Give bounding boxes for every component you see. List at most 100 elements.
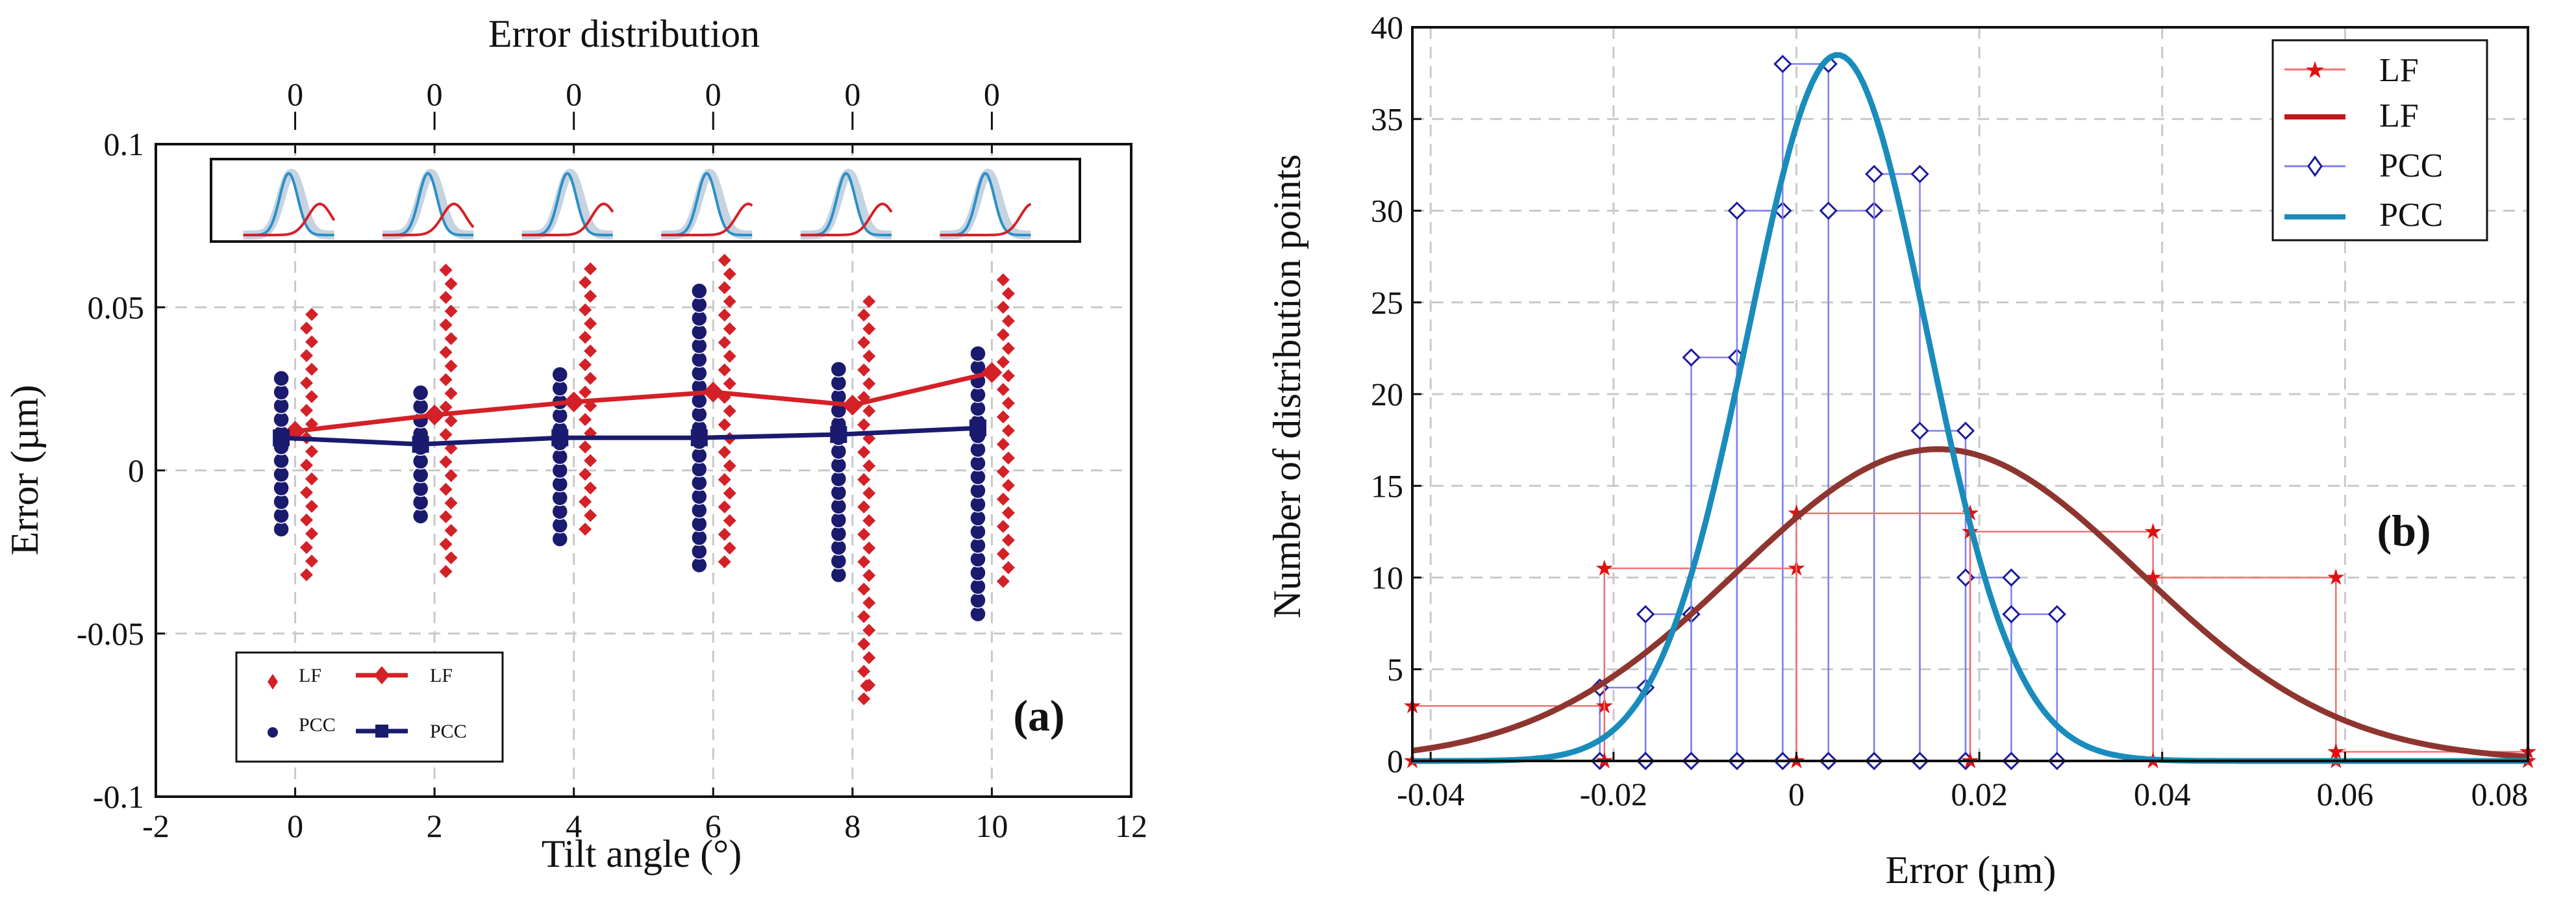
lf-point-2-2 (579, 495, 592, 508)
lf-point-1-16 (439, 345, 453, 359)
lf-point-1-10 (439, 428, 453, 442)
legend-lf-line-marker (374, 666, 390, 684)
lf-point-4-7 (862, 596, 876, 610)
legend-lf-scatter-label: LF (299, 665, 321, 686)
legend-pcc-hist-marker (2307, 155, 2323, 177)
lf-point-5-4 (996, 519, 1010, 533)
panel-b-ytick-label-1: 5 (1387, 651, 1403, 688)
lf-point-3-1 (723, 542, 736, 555)
lf-point-0-0 (300, 568, 314, 582)
lf-point-5-15 (1001, 369, 1015, 382)
panel-b-x-axis-label: Error (µm) (1886, 849, 2057, 891)
lf-point-4-14 (857, 500, 871, 514)
inset-lf-curve-5 (940, 203, 1032, 236)
lf-point-5-12 (996, 410, 1010, 424)
lf-point-2-10 (579, 385, 592, 399)
panel-a-y-axis-label: Error (µm) (3, 385, 46, 556)
panel-a-top-tick-label-3: 0 (705, 76, 721, 112)
lf-point-2-15 (584, 317, 597, 330)
lf-point-4-23 (862, 377, 876, 390)
lf-point-3-21 (723, 267, 736, 280)
lf-point-5-0 (996, 575, 1010, 588)
panel-a-mean-lines (273, 362, 1003, 453)
lf-point-1-18 (439, 318, 453, 332)
pcc-hist-marker-5-0 (1819, 201, 1838, 220)
panel-a-xtick-label-2: 2 (427, 808, 443, 844)
pcc-mean-marker-0 (273, 429, 290, 447)
pcc-point-4-15 (830, 360, 847, 378)
lf-point-5-22 (996, 273, 1010, 287)
panel-b-xtick-label-4: 0.04 (2134, 776, 2191, 812)
lf-point-3-2 (718, 527, 731, 541)
panel-a-ytick-label-0: -0.1 (93, 778, 144, 815)
lf-point-4-17 (862, 459, 876, 473)
panel-b-ytick-label-5: 25 (1371, 284, 1403, 321)
inset-lf-curve-2 (521, 202, 614, 236)
panel-a-xtick-label-6: 10 (975, 808, 1008, 844)
lf-point-0-4 (300, 513, 314, 527)
lf-mean-marker-3 (703, 381, 724, 403)
pcc-hist-marker-9-0 (2002, 604, 2021, 624)
lf-point-3-5 (723, 486, 736, 500)
pcc-hist-marker-8-1 (2002, 568, 2021, 587)
lf-point-5-17 (1001, 342, 1015, 355)
inset-lf-curve-4 (800, 202, 893, 236)
legend-lf-hist-star: ★ (2305, 57, 2325, 83)
panel-a-top-label: Error distribution (488, 12, 760, 55)
panel-a-ytick-label-4: 0.1 (104, 126, 145, 162)
lf-point-5-5 (1001, 506, 1015, 519)
lf-point-1-19 (444, 305, 458, 318)
panel-a-top-tick-label-5: 0 (984, 76, 1000, 112)
panel-b: ★ ★★ ★★ ★★ ★★ ★★ ★★ ★★ ★★ ★★ ★★ ★★ ★ -0.04 -0.02 0 0.02… (1266, 9, 2538, 891)
lf-point-2-3 (584, 481, 597, 495)
lf-point-4-28 (857, 308, 871, 322)
pcc-point-3-20 (691, 282, 708, 299)
panel-b-xtick-label-3: 0.02 (1951, 776, 2008, 812)
lf-point-1-5 (444, 496, 458, 510)
lf-point-3-22 (718, 253, 731, 267)
panel-b-ytick-label-4: 20 (1371, 376, 1403, 412)
lf-point-2-19 (584, 262, 597, 275)
panel-b-xtick-label-0: -0.04 (1397, 776, 1464, 812)
lf-point-4-3 (862, 651, 876, 664)
lf-point-3-3 (723, 514, 736, 527)
lf-hist-marker-3-1: ★ (2143, 520, 2162, 544)
lf-point-5-18 (996, 328, 1010, 342)
lf-point-1-8 (439, 455, 453, 469)
lf-point-4-13 (862, 514, 876, 527)
lf-hist-marker-4-1: ★ (2326, 566, 2345, 590)
panel-a-xtick-label-7: 12 (1115, 808, 1147, 844)
lf-point-5-21 (1001, 287, 1015, 301)
lf-point-2-1 (584, 508, 597, 522)
panel-a-x-axis-label: Tilt angle (°) (542, 832, 742, 875)
panel-a-ytick-label-3: 0.05 (88, 289, 145, 325)
lf-point-3-10 (718, 418, 731, 432)
pcc-hist-marker-6-0 (1865, 164, 1884, 184)
lf-point-4-4 (857, 637, 871, 651)
lf-point-1-7 (444, 469, 458, 482)
lf-point-4-18 (857, 445, 871, 459)
panel-b-ytick-label-7: 35 (1371, 101, 1403, 137)
panel-b-xtick-label-5: 0.06 (2317, 776, 2374, 812)
lf-point-5-9 (1001, 451, 1015, 465)
lf-point-2-0 (579, 522, 592, 536)
lf-point-2-16 (579, 303, 592, 317)
lf-point-0-7 (305, 472, 319, 486)
lf-point-4-5 (862, 623, 876, 637)
lf-point-0-5 (305, 499, 319, 513)
lf-mean-marker-1 (424, 405, 445, 426)
lf-point-3-15 (723, 349, 736, 363)
lf-point-3-20 (718, 281, 731, 295)
lf-point-2-11 (584, 371, 597, 385)
lf-point-0-15 (305, 362, 319, 376)
lf-point-5-1 (1001, 561, 1015, 575)
lf-point-3-4 (718, 500, 731, 514)
lf-point-4-0 (857, 692, 871, 706)
lf-point-1-4 (439, 510, 453, 523)
lf-point-1-3 (444, 523, 458, 537)
lf-point-5-2 (996, 547, 1010, 561)
lf-mean-marker-2 (563, 391, 584, 412)
panel-b-y-axis-label: Number of distribution points (1266, 155, 1308, 619)
lf-point-2-13 (584, 344, 597, 358)
